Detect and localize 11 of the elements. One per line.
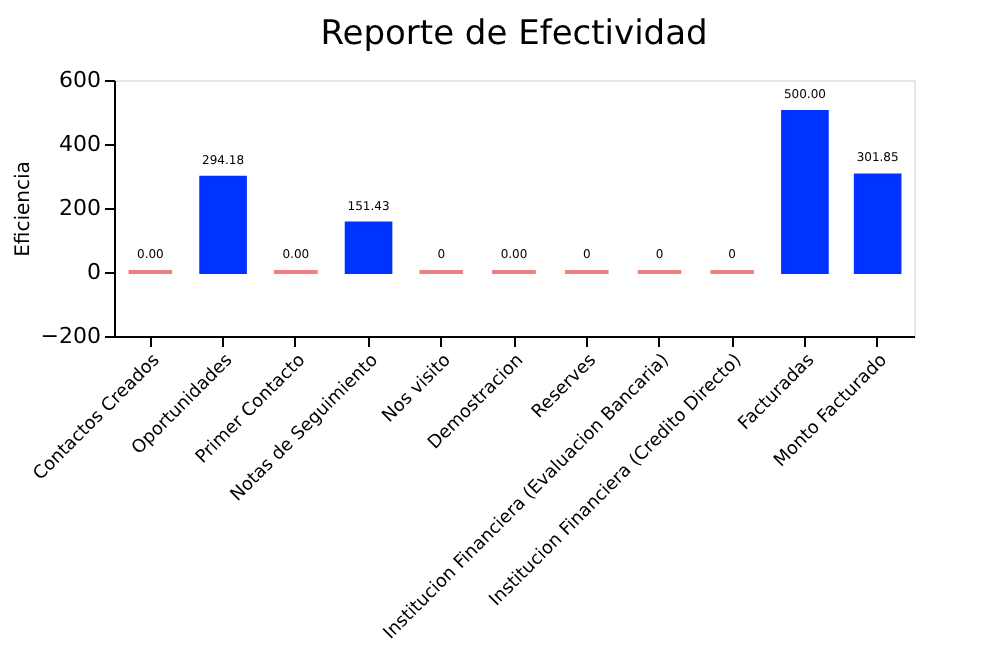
bar [344,221,393,274]
y-axis-title: Eficiencia [12,161,35,257]
chart-title: Reporte de Efectividad [320,14,708,54]
y-tick-label: −200 [40,323,101,349]
bar [781,110,829,274]
y-tick-label: 600 [59,67,101,93]
bar [199,175,247,274]
bar [853,173,902,274]
y-tick-label: 0 [87,259,101,285]
y-tick-label: 400 [59,131,101,157]
y-tick-label: 200 [59,195,101,221]
